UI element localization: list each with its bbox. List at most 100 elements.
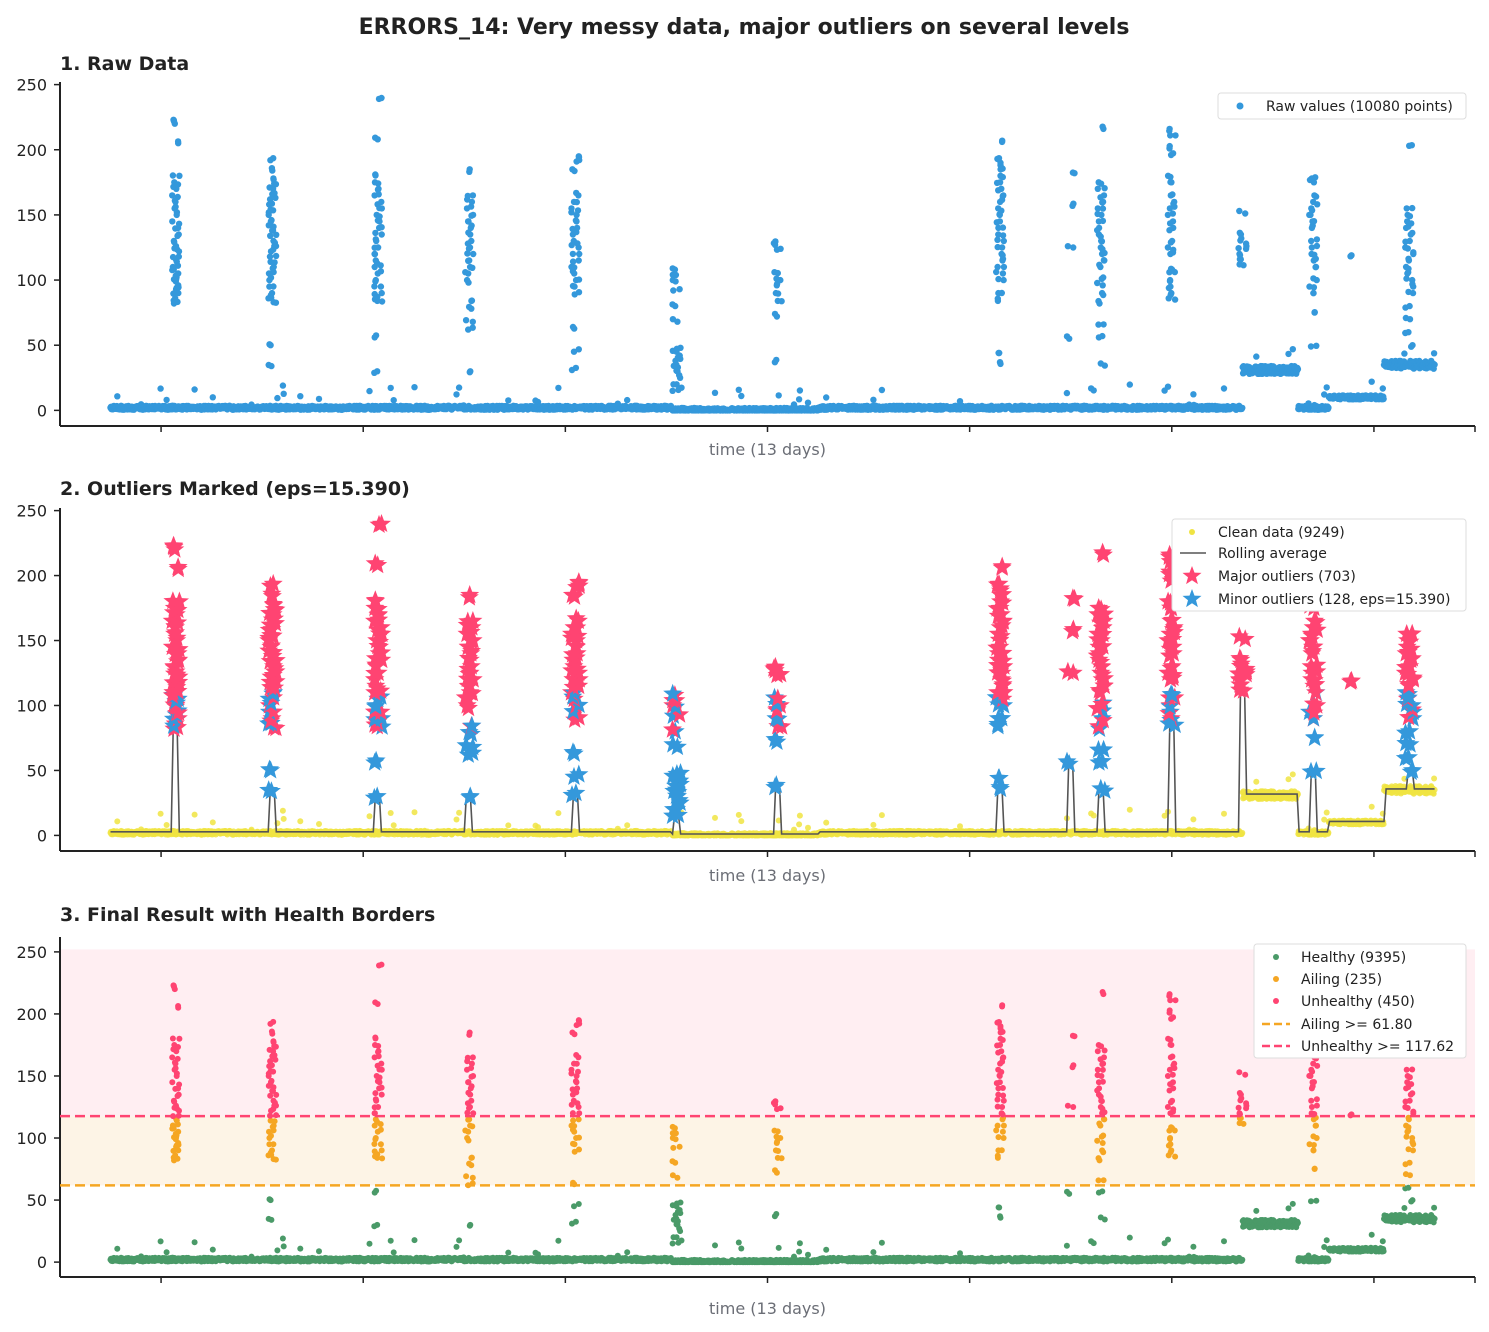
clean-point [624, 822, 631, 829]
raw-point [1368, 378, 1375, 385]
raw-point [999, 224, 1007, 231]
clean-point [163, 822, 170, 828]
raw-point [624, 396, 631, 404]
raw-point [1325, 404, 1332, 411]
raw-point [1405, 288, 1412, 296]
raw-point [462, 317, 470, 324]
raw-point [465, 218, 472, 225]
raw-point [669, 265, 676, 272]
raw-point [1101, 362, 1109, 369]
raw-point [1310, 218, 1318, 225]
raw-point [999, 173, 1006, 181]
raw-point [1312, 174, 1319, 181]
raw-point [1100, 291, 1107, 299]
raw-point [270, 155, 277, 162]
clean-point [387, 810, 394, 816]
raw-point [1253, 353, 1260, 360]
raw-point [373, 259, 381, 267]
raw-point [555, 384, 562, 392]
raw-point [1167, 173, 1174, 181]
raw-point [270, 176, 277, 183]
raw-point [266, 341, 273, 348]
raw-point [1099, 217, 1107, 225]
raw-point [1401, 350, 1408, 357]
raw-point [574, 240, 581, 247]
raw-point [378, 231, 385, 238]
raw-point [569, 250, 577, 258]
raw-point [372, 332, 380, 339]
y-tick-label: 150 [16, 206, 47, 225]
raw-point [574, 207, 582, 214]
raw-point [157, 385, 164, 392]
raw-point [1311, 251, 1318, 258]
raw-point [466, 168, 473, 175]
raw-point [795, 396, 803, 403]
raw-point [1310, 275, 1317, 282]
raw-point [1410, 249, 1417, 256]
raw-point [169, 263, 177, 271]
raw-point [993, 219, 1000, 226]
raw-point [469, 318, 476, 325]
raw-point [573, 189, 580, 197]
raw-point [1409, 204, 1416, 212]
raw-point [1405, 265, 1412, 272]
raw-point [669, 387, 676, 394]
raw-point [1097, 180, 1105, 187]
raw-point [995, 349, 1002, 357]
raw-point [279, 382, 287, 389]
raw-point [571, 264, 578, 271]
x-axis-label: time (13 days) [709, 866, 826, 885]
raw-point [1236, 207, 1243, 215]
raw-point [468, 297, 476, 304]
raw-point [999, 252, 1006, 259]
raw-point [995, 275, 1002, 283]
raw-point [1404, 245, 1412, 252]
raw-point [1240, 262, 1247, 269]
raw-point [773, 275, 780, 282]
raw-point [267, 292, 274, 299]
raw-point [174, 232, 181, 240]
raw-point [174, 181, 182, 188]
raw-point [569, 282, 577, 290]
raw-point [270, 283, 277, 290]
raw-point [1311, 309, 1318, 316]
raw-point [994, 243, 1001, 251]
outliers-marked-panel: 2. Outliers Marked (eps=15.390)050100150… [16, 478, 1476, 885]
raw-point [172, 272, 179, 279]
y-tick-label: 100 [16, 271, 47, 290]
raw-point [466, 369, 473, 376]
raw-point [1237, 237, 1244, 244]
raw-point [1220, 385, 1228, 392]
raw-point [738, 392, 745, 400]
raw-point [376, 213, 383, 220]
raw-point [1063, 333, 1071, 340]
raw-point [575, 276, 583, 283]
raw-point [1000, 263, 1008, 271]
panel-title: 1. Raw Data [60, 53, 189, 75]
raw-point [411, 384, 418, 391]
raw-point [1090, 387, 1097, 394]
raw-point [269, 265, 276, 272]
raw-point [993, 179, 1001, 187]
raw-point [468, 212, 475, 219]
raw-point [1070, 244, 1077, 251]
raw-point [670, 381, 677, 388]
raw-point [675, 386, 682, 394]
raw-point [372, 236, 379, 243]
raw-point [371, 244, 378, 251]
raw-point [1167, 239, 1175, 246]
raw-point [464, 192, 471, 200]
raw-point [1242, 210, 1249, 217]
raw-point [377, 283, 385, 290]
raw-point [1098, 275, 1106, 282]
raw-point [1100, 257, 1108, 264]
raw-point [1167, 291, 1174, 298]
raw-point [372, 172, 379, 179]
raw-point [1099, 332, 1106, 340]
raw-point [669, 301, 676, 308]
y-tick-label: 250 [16, 76, 47, 95]
raw-point [387, 384, 394, 392]
raw-point [999, 232, 1007, 239]
raw-point [1094, 227, 1101, 234]
raw-point [372, 134, 379, 141]
